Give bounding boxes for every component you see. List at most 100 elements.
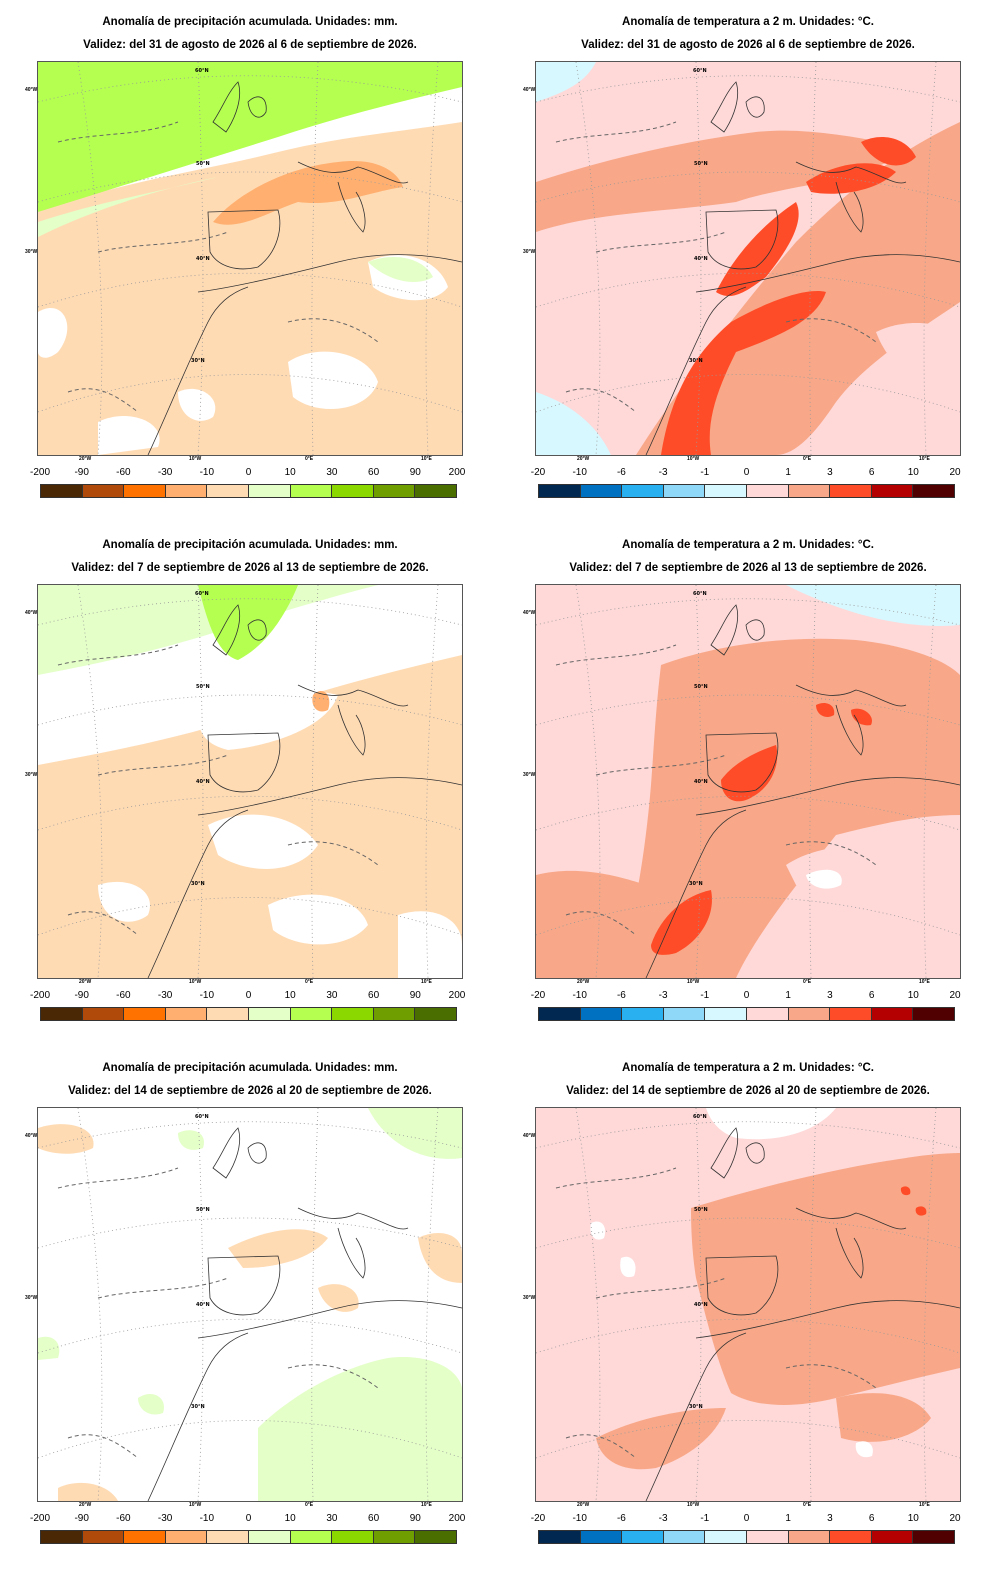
panel-validity: Validez: del 7 de septiembre de 2026 al … <box>569 562 927 574</box>
legend-tick-label: 0 <box>743 1513 750 1524</box>
legend-tick-label: 20 <box>949 1513 961 1524</box>
legend-colorbar <box>538 1007 955 1021</box>
coastline <box>337 704 366 756</box>
legend-tick-label: -20 <box>530 990 546 1001</box>
legend-swatch <box>788 485 831 497</box>
graticule-line <box>425 585 439 978</box>
panel-validity: Validez: del 31 de agosto de 2026 al 6 d… <box>83 39 417 51</box>
panel-validity: Validez: del 7 de septiembre de 2026 al … <box>71 562 429 574</box>
longitude-label: 10°W <box>687 979 700 985</box>
legend-tick-label: -60 <box>116 467 131 478</box>
legend-swatch <box>415 1008 456 1020</box>
legend-swatch <box>788 1008 831 1020</box>
panel-temperature-1: Anomalía de temperatura a 2 m. Unidades:… <box>498 0 998 523</box>
latitude-label: 40°N <box>694 256 708 262</box>
anomaly-area <box>312 690 330 712</box>
longitude-label: 40°W <box>25 87 38 93</box>
latitude-label: 60°N <box>693 1114 707 1120</box>
legend-tick-label: 30 <box>326 1513 338 1524</box>
legend-tick-label: -200 <box>29 1513 51 1524</box>
climatology-contour <box>57 121 179 143</box>
legend-tick-label: 200 <box>448 1513 466 1524</box>
anomaly-area <box>418 1233 462 1283</box>
coastline <box>695 1300 960 1339</box>
legend-swatch <box>332 485 374 497</box>
legend-swatch <box>207 1531 249 1543</box>
legend-tick-label: -30 <box>157 990 173 1001</box>
graticule-line <box>923 62 937 455</box>
legend-tick-label: -30 <box>157 467 173 478</box>
graticule-line <box>923 1108 937 1501</box>
anomaly-area <box>855 1441 873 1458</box>
legend-swatch <box>622 1531 664 1543</box>
legend-swatch <box>913 485 954 497</box>
latitude-label: 30°N <box>191 358 205 364</box>
panel-title: Anomalía de precipitación acumulada. Uni… <box>102 16 398 28</box>
latitude-label: 50°N <box>196 1207 210 1213</box>
legend-swatch <box>746 485 789 497</box>
coastline <box>745 96 765 118</box>
anomaly-area <box>806 869 842 889</box>
anomaly-area <box>198 585 298 660</box>
legend-tick-label: -60 <box>116 1513 131 1524</box>
anomaly-area <box>651 890 712 955</box>
panel-temperature-3: Anomalía de temperatura a 2 m. Unidades:… <box>498 1046 998 1569</box>
graticule-line <box>38 598 462 626</box>
anomaly-area <box>38 307 68 358</box>
anomaly-area <box>596 1408 726 1470</box>
longitude-label: 10°W <box>687 1502 700 1508</box>
legend-swatch <box>622 1008 664 1020</box>
anomaly-area <box>861 137 916 166</box>
latitude-label: 60°N <box>693 591 707 597</box>
legend-swatch <box>165 1008 208 1020</box>
anomaly-area <box>38 62 462 212</box>
coastline <box>705 209 779 270</box>
longitude-label: 0°E <box>305 979 314 985</box>
coastline <box>247 1142 267 1164</box>
latitude-label: 60°N <box>693 68 707 74</box>
coastline <box>835 181 864 233</box>
climatology-contour <box>555 1167 677 1189</box>
legend-ticks: -20 -10 -6 -3 -1 0 1 3 6 10 20 <box>530 467 964 481</box>
latitude-label: 30°N <box>689 358 703 364</box>
legend-tick-label: -10 <box>572 1513 587 1524</box>
panel-temperature-2: Anomalía de temperatura a 2 m. Unidades:… <box>498 523 998 1046</box>
legend-tick-label: -90 <box>74 1513 89 1524</box>
coastline <box>795 1207 907 1230</box>
legend-tick-label: -3 <box>658 1513 668 1524</box>
longitude-label: 10°E <box>421 1502 432 1508</box>
legend-tick-label: -10 <box>199 990 215 1001</box>
anomaly-area <box>213 161 403 225</box>
coastline <box>795 684 907 707</box>
climatology-contour <box>57 644 179 666</box>
anomaly-area <box>536 130 906 232</box>
longitude-label: 30°W <box>25 249 38 255</box>
legend-swatch <box>663 1531 706 1543</box>
legend-tick-label: -10 <box>572 990 587 1001</box>
legend-tick-label: -6 <box>616 990 626 1001</box>
legend-swatch <box>871 485 914 497</box>
anomaly-area <box>98 881 150 922</box>
anomaly-area <box>590 1221 606 1240</box>
graticule-line <box>311 62 319 455</box>
legend-tick-label: 6 <box>868 467 875 478</box>
legend-swatch <box>539 485 581 497</box>
legend-swatch <box>41 1531 83 1543</box>
longitude-label: 0°E <box>803 979 812 985</box>
legend-swatch <box>248 485 291 497</box>
anomaly-area <box>288 351 378 409</box>
coastline <box>197 1300 462 1339</box>
legend-tick-label: 60 <box>368 1513 380 1524</box>
graticule-line <box>77 1108 103 1501</box>
climatology-contour <box>67 911 139 936</box>
longitude-label: 10°E <box>919 979 930 985</box>
graticule-line <box>695 62 702 455</box>
legend-swatch <box>332 1008 374 1020</box>
climatology-contour <box>565 388 637 413</box>
legend-swatch <box>124 1531 166 1543</box>
legend-colorbar <box>40 484 457 498</box>
legend-tick-label: -90 <box>74 467 89 478</box>
legend-tick-label: -10 <box>199 1513 215 1524</box>
longitude-label: 40°W <box>25 1133 38 1139</box>
legend-tick-label: 6 <box>868 1513 875 1524</box>
